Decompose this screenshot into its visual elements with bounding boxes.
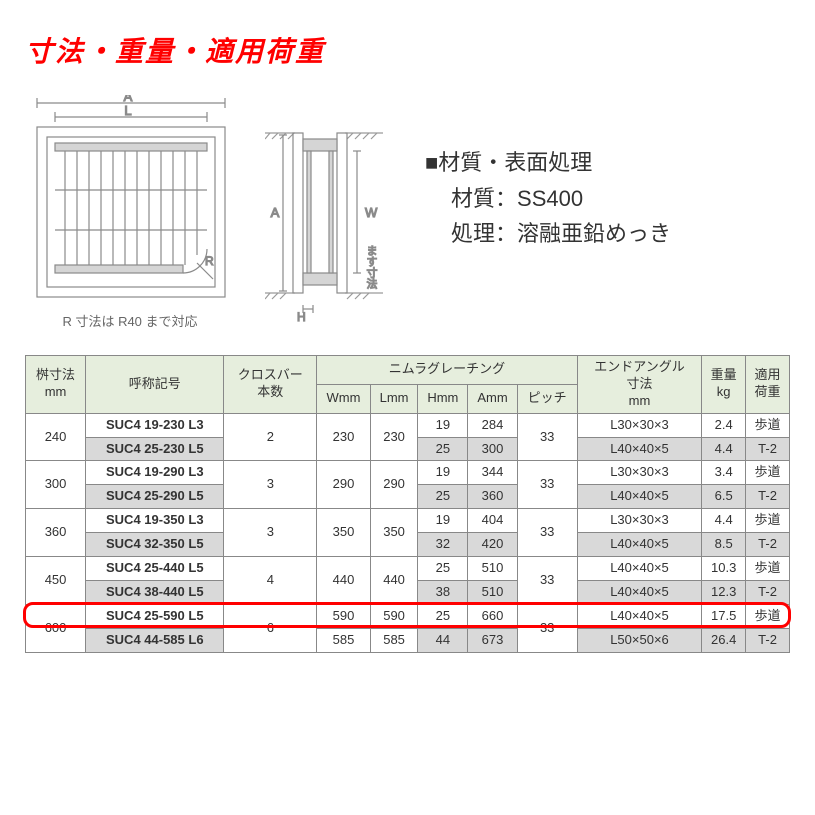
- table-row: SUC4 44-585 L658558544673L50×50×626.4T-2: [26, 628, 790, 652]
- dim-masu: ます寸法: [365, 245, 378, 289]
- col-endangle: エンドアングル寸法mm: [577, 356, 702, 414]
- col-load: 適用荷重: [746, 356, 790, 414]
- material-info: ■材質・表面処理 材質：SS400 処理：溶融亜鉛めっき: [425, 145, 671, 252]
- table-row: 600SUC4 25-590 L565905902566033L40×40×51…: [26, 604, 790, 628]
- col-group: ニムラグレーチング: [317, 356, 578, 385]
- table-row: 300SUC4 19-290 L332902901934433L30×30×33…: [26, 461, 790, 485]
- dim-H: H: [297, 310, 306, 324]
- diagram-caption: R 寸法は R40 まで対応: [25, 311, 235, 330]
- col-h: Hmm: [418, 384, 468, 413]
- col-weight: 重量kg: [702, 356, 746, 414]
- diagram-side-view: A W ます寸法 H: [265, 95, 375, 325]
- treatment-value: 溶融亜鉛めっき: [517, 221, 671, 246]
- spec-table: 桝寸法mm 呼称記号 クロスバー本数 ニムラグレーチング エンドアングル寸法mm…: [25, 355, 790, 653]
- spec-table-wrap: 桝寸法mm 呼称記号 クロスバー本数 ニムラグレーチング エンドアングル寸法mm…: [25, 355, 790, 653]
- col-a: Amm: [468, 384, 517, 413]
- treatment-label: 処理：: [451, 221, 517, 246]
- diagram-top-view: A L R: [25, 95, 235, 330]
- dim-R: R: [205, 254, 214, 268]
- page-title: 寸法・重量・適用荷重: [25, 30, 790, 70]
- material-value: SS400: [517, 186, 583, 211]
- table-row: 240SUC4 19-230 L322302301928433L30×30×32…: [26, 413, 790, 437]
- table-row: 360SUC4 19-350 L333503501940433L30×30×34…: [26, 509, 790, 533]
- col-masu: 桝寸法mm: [26, 356, 86, 414]
- col-pitch: ピッチ: [517, 384, 577, 413]
- material-heading: ■材質・表面処理: [425, 150, 592, 175]
- material-label: 材質：: [451, 186, 517, 211]
- dim-A-side: A: [271, 205, 280, 220]
- col-l: Lmm: [370, 384, 417, 413]
- col-w: Wmm: [317, 384, 371, 413]
- dim-L: L: [124, 103, 131, 118]
- col-name: 呼称記号: [86, 356, 224, 414]
- diagram-area: A L R: [25, 95, 790, 330]
- dim-W: W: [365, 205, 378, 220]
- table-row: 450SUC4 25-440 L544404402551033L40×40×51…: [26, 557, 790, 581]
- col-crossbar: クロスバー本数: [224, 356, 317, 414]
